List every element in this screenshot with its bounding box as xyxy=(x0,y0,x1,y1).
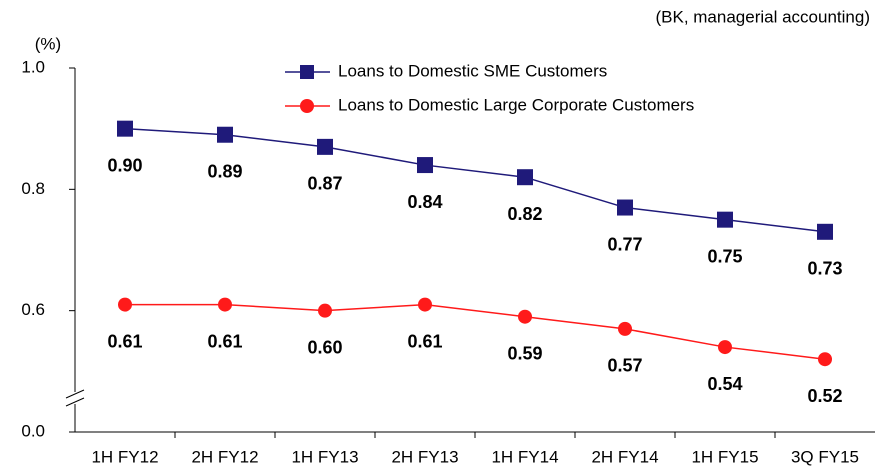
data-label: 0.59 xyxy=(507,343,542,363)
marker xyxy=(417,157,433,174)
marker xyxy=(518,309,532,324)
legend-label: Loans to Domestic SME Customers xyxy=(338,61,607,80)
x-tick-label: 1H FY12 xyxy=(91,447,158,466)
axis-break xyxy=(65,397,85,407)
marker xyxy=(117,120,133,137)
data-label: 0.75 xyxy=(707,246,742,266)
x-tick-label: 1H FY15 xyxy=(691,447,758,466)
data-label: 0.90 xyxy=(107,155,142,175)
data-label: 0.61 xyxy=(207,331,242,351)
axis-break xyxy=(65,389,85,399)
y-tick-label: 0.6 xyxy=(21,300,45,319)
data-label: 0.73 xyxy=(807,259,842,279)
x-tick-label: 2H FY12 xyxy=(191,447,258,466)
series-line xyxy=(124,127,826,233)
y-tick-label: 0.0 xyxy=(21,421,45,440)
x-tick-label: 3Q FY15 xyxy=(791,447,859,466)
data-label: 0.60 xyxy=(307,337,342,357)
data-label: 0.57 xyxy=(607,356,642,376)
marker xyxy=(317,138,333,155)
y-tick-label: 0.8 xyxy=(21,179,45,198)
marker xyxy=(418,297,432,312)
data-label: 0.87 xyxy=(307,174,342,194)
y-unit: (%) xyxy=(35,34,61,53)
marker xyxy=(517,169,533,186)
series-line xyxy=(125,303,826,360)
y-tick-label: 1.0 xyxy=(21,57,45,76)
data-label: 0.61 xyxy=(407,331,442,351)
marker xyxy=(717,211,733,228)
data-label: 0.82 xyxy=(507,204,542,224)
marker xyxy=(318,303,332,318)
marker xyxy=(218,297,232,312)
data-label: 0.61 xyxy=(107,331,142,351)
legend-label: Loans to Domestic Large Corporate Custom… xyxy=(338,95,694,114)
x-tick-label: 2H FY14 xyxy=(591,447,658,466)
x-tick-label: 1H FY14 xyxy=(491,447,558,466)
data-label: 0.52 xyxy=(807,386,842,406)
x-tick-label: 1H FY13 xyxy=(291,447,358,466)
x-tick-label: 2H FY13 xyxy=(391,447,458,466)
data-label: 0.89 xyxy=(207,161,242,181)
marker xyxy=(118,297,132,312)
marker xyxy=(718,340,732,355)
marker xyxy=(817,223,833,240)
marker xyxy=(617,199,633,216)
marker xyxy=(818,352,832,367)
legend-marker xyxy=(300,65,314,79)
data-label: 0.84 xyxy=(407,192,442,212)
marker xyxy=(217,126,233,143)
marker xyxy=(618,321,632,336)
chart-note: (BK, managerial accounting) xyxy=(655,7,870,26)
legend-marker xyxy=(300,99,314,113)
axis-break-gap xyxy=(62,392,88,404)
data-label: 0.77 xyxy=(607,234,642,254)
data-label: 0.54 xyxy=(707,374,742,394)
